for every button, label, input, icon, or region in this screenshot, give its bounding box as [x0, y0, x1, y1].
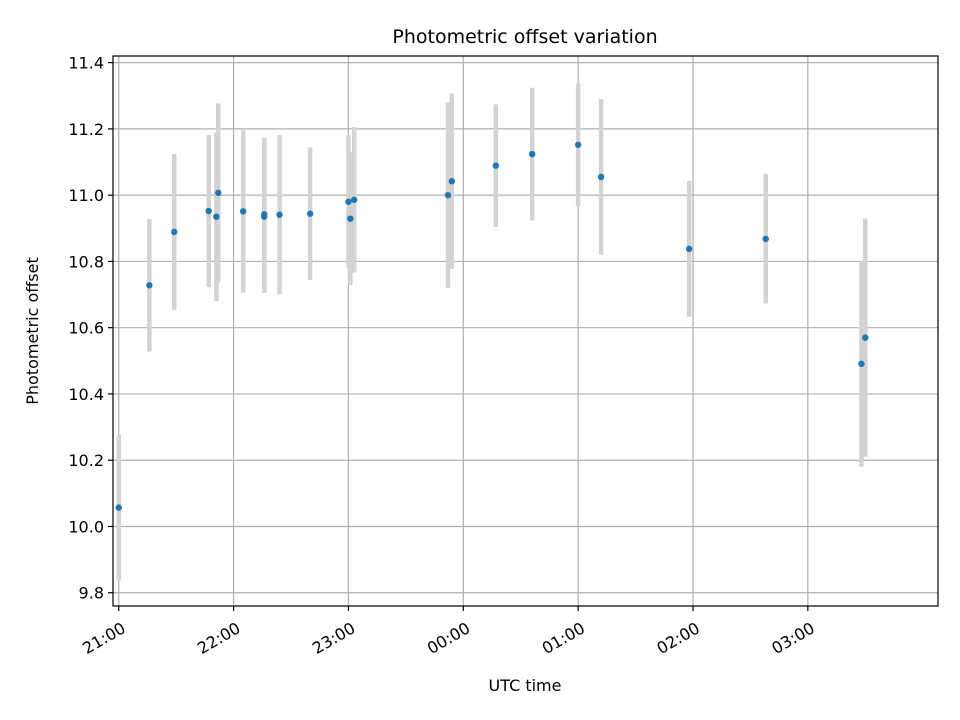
y-tick-label: 10.8	[68, 252, 104, 271]
data-point	[306, 210, 314, 217]
data-point	[261, 213, 268, 220]
y-tick-label: 11.0	[68, 186, 104, 205]
data-point	[146, 282, 153, 289]
data-point	[215, 189, 222, 197]
y-tick-label: 10.6	[68, 319, 104, 338]
data-point	[574, 141, 582, 148]
y-tick-label: 10.2	[68, 451, 104, 470]
data-point	[239, 208, 247, 215]
data-point	[276, 211, 283, 218]
y-tick-label: 11.2	[68, 120, 104, 139]
data-point	[762, 235, 769, 243]
y-axis: 9.8 10.0 10.2 10.4 10.6 10.8 11.0 11.2 11.4	[68, 54, 113, 603]
data-point	[528, 150, 536, 158]
data-point	[213, 213, 220, 220]
x-axis-label: UTC time	[489, 676, 562, 695]
plot-frame	[112, 55, 939, 607]
y-tick-label: 11.4	[68, 54, 104, 73]
chart-title: Photometric offset variation	[392, 26, 657, 48]
data-point	[448, 178, 456, 185]
data-point	[345, 198, 352, 205]
y-tick-label: 9.8	[79, 584, 104, 603]
data-point	[171, 228, 178, 236]
data-point	[597, 173, 605, 181]
y-axis-label: Photometric offset	[23, 257, 42, 405]
data-points	[115, 141, 869, 511]
y-tick-label: 10.0	[68, 517, 104, 536]
data-point	[492, 162, 500, 169]
y-tick-label: 10.4	[68, 385, 104, 404]
data-point	[858, 360, 865, 368]
data-point	[444, 191, 452, 199]
data-point	[347, 215, 354, 222]
data-point	[115, 504, 122, 511]
data-point	[350, 196, 358, 203]
data-point	[862, 334, 869, 341]
data-point	[205, 207, 212, 215]
data-point	[685, 245, 693, 253]
